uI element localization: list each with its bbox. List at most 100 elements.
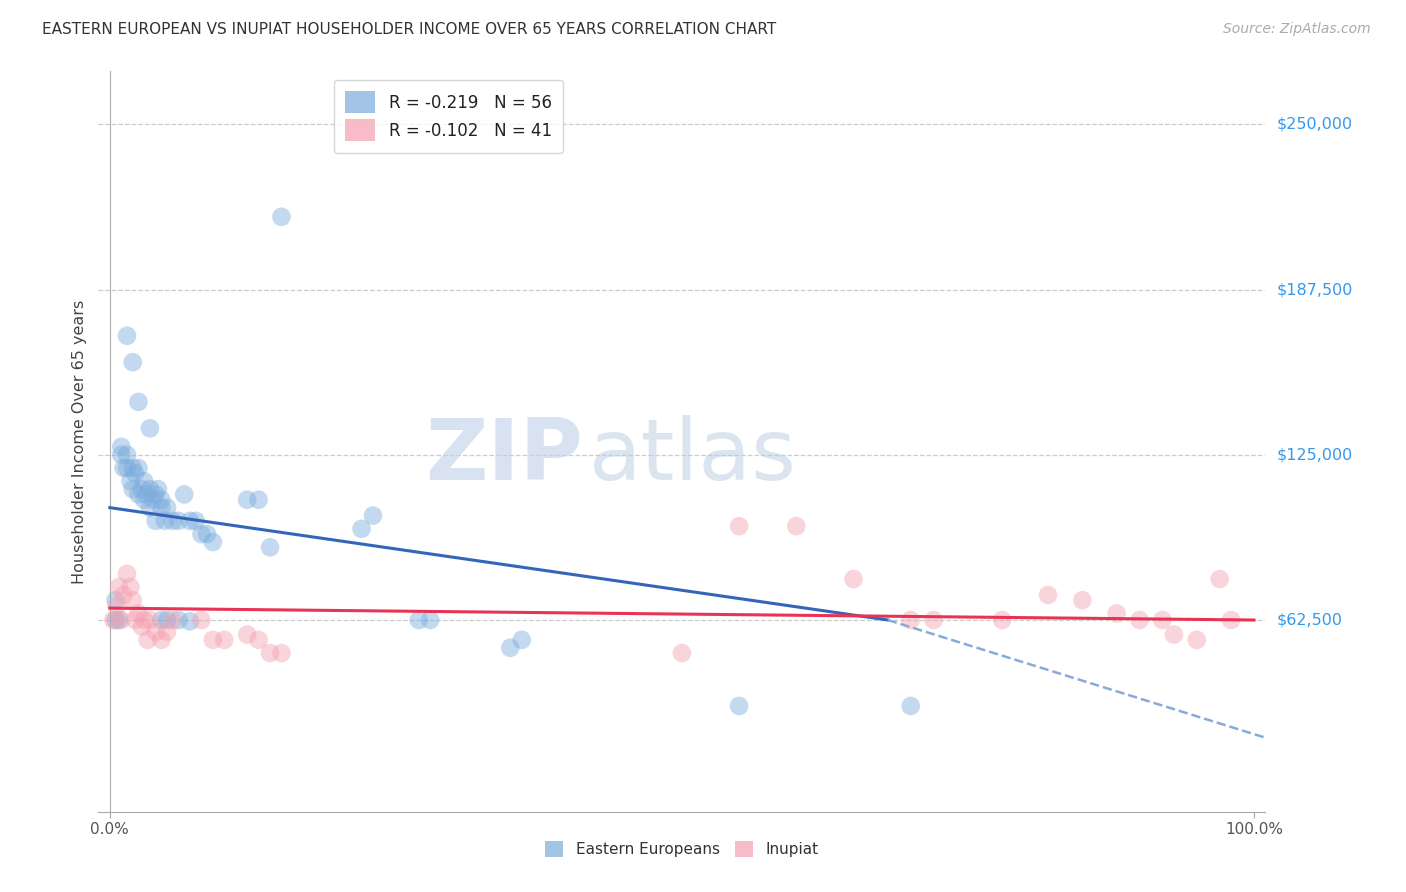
Text: ZIP: ZIP <box>425 415 582 498</box>
Text: $62,500: $62,500 <box>1277 613 1343 627</box>
Point <box>247 492 270 507</box>
Legend: Eastern Europeans, Inupiat: Eastern Europeans, Inupiat <box>538 835 825 863</box>
Point <box>270 646 292 660</box>
Point <box>115 566 138 581</box>
Point <box>156 500 179 515</box>
Point <box>145 487 167 501</box>
Point <box>127 607 149 621</box>
Point <box>108 580 131 594</box>
Point <box>408 613 430 627</box>
Point <box>184 514 207 528</box>
Point <box>842 572 865 586</box>
Point <box>190 527 212 541</box>
Point <box>900 698 922 713</box>
Point <box>153 514 176 528</box>
Point <box>167 613 190 627</box>
Point <box>112 588 135 602</box>
Point <box>236 492 259 507</box>
Point <box>120 580 142 594</box>
Point <box>247 632 270 647</box>
Point <box>139 613 162 627</box>
Point <box>121 593 143 607</box>
Point <box>1163 627 1185 641</box>
Point <box>173 487 195 501</box>
Point <box>728 698 751 713</box>
Point <box>150 632 173 647</box>
Point <box>124 467 146 481</box>
Point <box>1105 607 1128 621</box>
Point <box>136 632 159 647</box>
Point <box>201 535 224 549</box>
Point <box>922 613 945 627</box>
Point <box>1128 613 1150 627</box>
Point <box>1152 613 1174 627</box>
Point <box>131 620 153 634</box>
Point <box>127 487 149 501</box>
Point <box>1185 632 1208 647</box>
Point <box>900 613 922 627</box>
Point <box>671 646 693 660</box>
Point <box>1036 588 1059 602</box>
Point <box>195 527 218 541</box>
Point <box>259 646 281 660</box>
Point <box>146 482 169 496</box>
Point <box>121 355 143 369</box>
Text: $125,000: $125,000 <box>1277 447 1353 462</box>
Point <box>236 627 259 641</box>
Point <box>162 613 184 627</box>
Point <box>115 448 138 462</box>
Point <box>121 482 143 496</box>
Point <box>104 613 127 627</box>
Point <box>104 593 127 607</box>
Point <box>134 613 156 627</box>
Point <box>139 500 162 515</box>
Point <box>142 492 165 507</box>
Point <box>145 514 167 528</box>
Point <box>110 613 132 627</box>
Point <box>190 613 212 627</box>
Point <box>150 492 173 507</box>
Text: Source: ZipAtlas.com: Source: ZipAtlas.com <box>1223 22 1371 37</box>
Point <box>134 474 156 488</box>
Point <box>361 508 384 523</box>
Point <box>201 632 224 647</box>
Point <box>499 640 522 655</box>
Y-axis label: Householder Income Over 65 years: Householder Income Over 65 years <box>72 300 87 583</box>
Point <box>120 474 142 488</box>
Point <box>103 613 125 627</box>
Point <box>127 461 149 475</box>
Point <box>134 492 156 507</box>
Point <box>124 613 146 627</box>
Point <box>728 519 751 533</box>
Point <box>179 514 201 528</box>
Point <box>135 487 157 501</box>
Point <box>167 514 190 528</box>
Point <box>270 210 292 224</box>
Point <box>1208 572 1230 586</box>
Point <box>108 613 131 627</box>
Point <box>150 500 173 515</box>
Point <box>259 541 281 555</box>
Text: $250,000: $250,000 <box>1277 117 1353 132</box>
Point <box>156 613 179 627</box>
Text: EASTERN EUROPEAN VS INUPIAT HOUSEHOLDER INCOME OVER 65 YEARS CORRELATION CHART: EASTERN EUROPEAN VS INUPIAT HOUSEHOLDER … <box>42 22 776 37</box>
Point <box>350 522 373 536</box>
Point <box>214 632 236 647</box>
Point <box>110 448 132 462</box>
Point <box>112 461 135 475</box>
Text: atlas: atlas <box>589 415 797 498</box>
Point <box>162 514 184 528</box>
Point <box>121 461 143 475</box>
Point <box>150 613 173 627</box>
Point <box>785 519 807 533</box>
Point <box>1071 593 1094 607</box>
Point <box>419 613 441 627</box>
Point <box>179 615 201 629</box>
Point <box>115 461 138 475</box>
Point <box>115 328 138 343</box>
Text: $187,500: $187,500 <box>1277 282 1353 297</box>
Point <box>510 632 533 647</box>
Point <box>145 624 167 639</box>
Point <box>131 482 153 496</box>
Point <box>156 624 179 639</box>
